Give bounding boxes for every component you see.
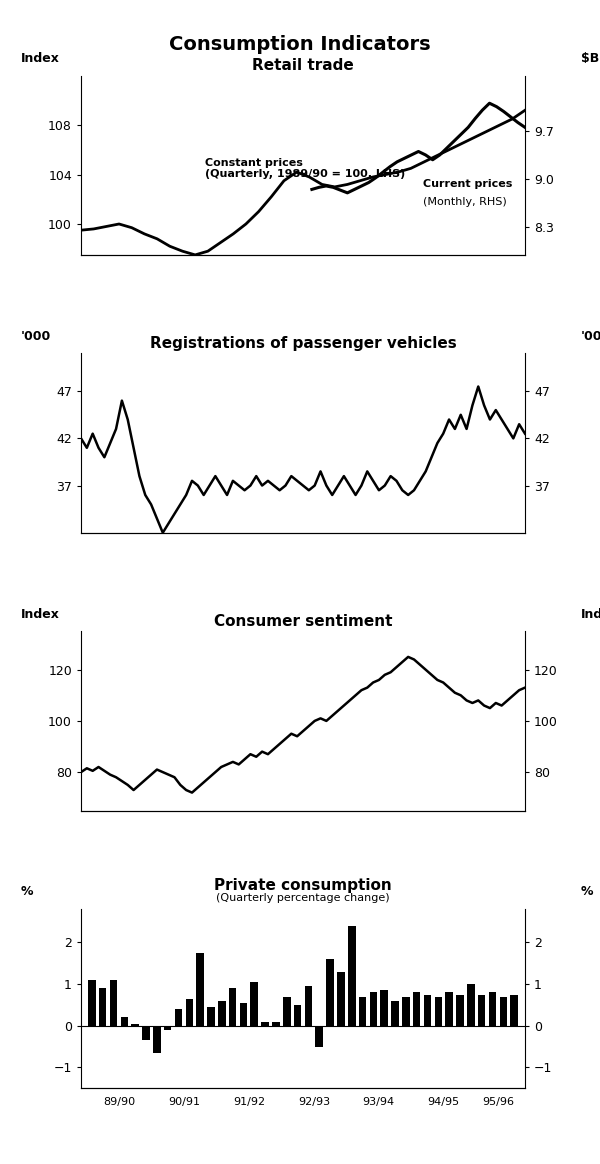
Bar xyxy=(121,1017,128,1025)
Text: (Monthly, RHS): (Monthly, RHS) xyxy=(423,197,506,207)
Text: Constant prices
(Quarterly, 1989/90 = 100, LHS): Constant prices (Quarterly, 1989/90 = 10… xyxy=(205,157,406,179)
Text: $B: $B xyxy=(581,52,599,65)
Bar xyxy=(99,988,106,1025)
Bar xyxy=(500,996,507,1025)
Bar xyxy=(88,980,95,1025)
Title: Retail trade: Retail trade xyxy=(252,58,354,73)
Title: Private consumption: Private consumption xyxy=(214,878,392,893)
Bar xyxy=(478,994,485,1025)
Bar xyxy=(110,980,117,1025)
Text: Index: Index xyxy=(21,608,60,620)
Bar xyxy=(434,996,442,1025)
Bar xyxy=(218,1001,226,1025)
Bar xyxy=(272,1022,280,1025)
Bar xyxy=(229,988,236,1025)
Bar xyxy=(131,1023,139,1025)
Bar xyxy=(142,1025,150,1041)
Bar xyxy=(283,996,290,1025)
Bar xyxy=(196,953,204,1025)
Bar xyxy=(370,993,377,1025)
Bar xyxy=(164,1025,172,1030)
Bar xyxy=(359,996,367,1025)
Bar xyxy=(294,1005,301,1025)
Bar xyxy=(153,1025,161,1053)
Bar xyxy=(380,991,388,1025)
Bar xyxy=(316,1025,323,1046)
Text: Index: Index xyxy=(21,52,60,65)
Title: Consumer sentiment: Consumer sentiment xyxy=(214,613,392,629)
Bar xyxy=(239,1003,247,1025)
Text: Index: Index xyxy=(581,608,600,620)
Bar xyxy=(424,994,431,1025)
Text: (Quarterly percentage change): (Quarterly percentage change) xyxy=(216,893,390,903)
Text: %: % xyxy=(21,886,34,899)
Bar xyxy=(467,984,475,1025)
Bar xyxy=(185,999,193,1025)
Bar xyxy=(413,993,421,1025)
Bar xyxy=(445,993,453,1025)
Text: Current prices: Current prices xyxy=(423,179,512,190)
Bar xyxy=(250,982,258,1025)
Bar xyxy=(337,972,344,1025)
Bar xyxy=(326,959,334,1025)
Text: Consumption Indicators: Consumption Indicators xyxy=(169,35,431,54)
Text: '000: '000 xyxy=(21,329,52,342)
Title: Registrations of passenger vehicles: Registrations of passenger vehicles xyxy=(149,336,457,350)
Text: %: % xyxy=(581,886,593,899)
Bar xyxy=(489,993,496,1025)
Bar xyxy=(391,1001,399,1025)
Bar xyxy=(207,1007,215,1025)
Bar xyxy=(456,994,464,1025)
Bar xyxy=(511,994,518,1025)
Bar xyxy=(348,925,356,1025)
Bar xyxy=(175,1009,182,1025)
Bar xyxy=(305,986,312,1025)
Text: '000: '000 xyxy=(581,329,600,342)
Bar xyxy=(402,996,410,1025)
Bar xyxy=(262,1022,269,1025)
